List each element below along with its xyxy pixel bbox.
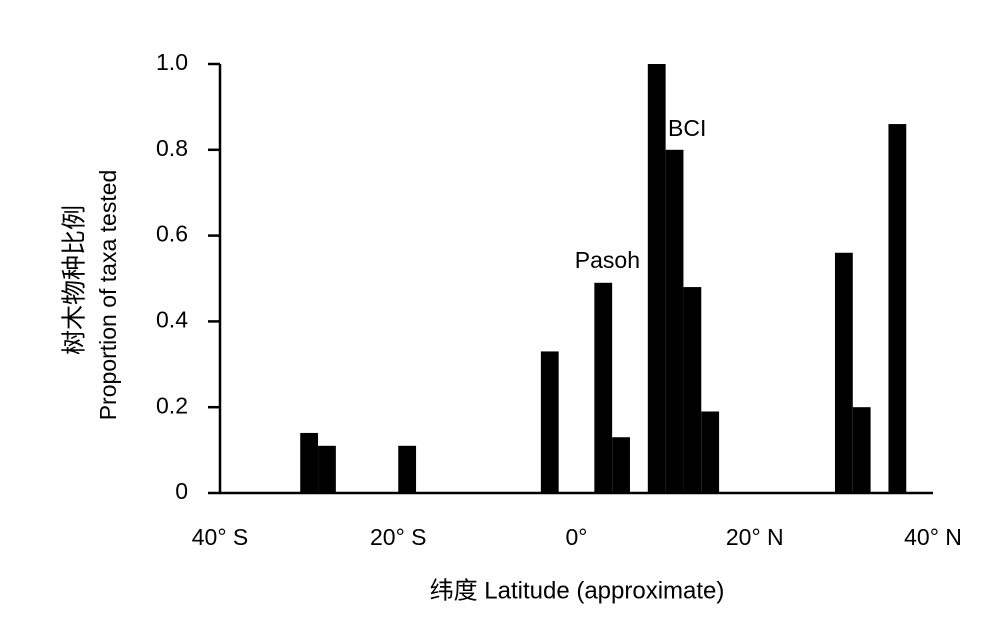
y-tick-label: 0.6 [156,221,188,247]
y-axis-label: 树木物种比例 [61,205,89,355]
y-tick-label: 0 [175,478,188,504]
bar [834,252,853,493]
bar [540,351,559,493]
bar [612,437,630,493]
bar [683,287,702,493]
bar [888,124,907,493]
annotation: Pasoh [575,247,640,273]
annotation: BCI [668,115,706,141]
x-tick-label: 0° [566,524,588,550]
bar [665,149,684,494]
bar [701,411,720,493]
y-tick-label: 0.2 [156,392,188,418]
x-tick-label: 40° N [904,524,962,550]
bar [852,407,871,493]
bar [594,282,613,493]
bar [647,64,666,493]
y-axis-label: Proportion of taxa tested [95,170,121,421]
x-axis-label: 纬度 Latitude (approximate) [430,577,725,604]
bar [318,445,336,493]
x-tick-label: 20° S [370,524,427,550]
bar [398,445,417,493]
y-tick-label: 0.8 [156,135,188,161]
y-tick-label: 0.4 [156,306,188,332]
x-tick-label: 40° S [192,524,249,550]
x-tick-label: 20° N [726,524,784,550]
bar [300,432,319,493]
y-tick-label: 1.0 [156,49,188,75]
